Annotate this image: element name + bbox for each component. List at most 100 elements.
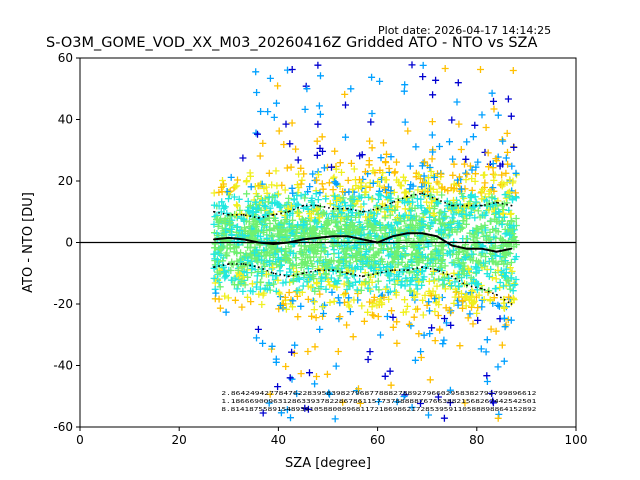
scatter-point — [253, 226, 261, 234]
scatter-point — [304, 265, 312, 273]
scatter-point — [374, 277, 382, 285]
scatter-point — [352, 182, 360, 190]
scatter-point — [451, 278, 459, 286]
scatter-point — [307, 257, 315, 265]
scatter-point — [468, 186, 476, 194]
scatter-point — [418, 162, 426, 170]
scatter-point — [228, 231, 236, 238]
scatter-point — [287, 202, 295, 210]
lower-point — [317, 269, 319, 272]
scatter-point — [508, 238, 515, 246]
scatter-point — [270, 113, 278, 121]
scatter-point — [467, 274, 475, 282]
scatter-point — [377, 267, 385, 274]
scatter-point — [314, 61, 322, 69]
scatter-point — [365, 216, 373, 224]
scatter-point — [447, 321, 455, 329]
scatter-point — [396, 214, 404, 222]
scatter-point — [262, 211, 270, 218]
scatter-point — [468, 294, 476, 301]
scatter-point — [384, 245, 392, 253]
scatter-point — [468, 166, 476, 174]
scatter-point — [343, 268, 351, 276]
scatter-point — [303, 278, 311, 286]
scatter-point — [464, 246, 472, 254]
scatter-point — [443, 249, 451, 257]
scatter-point — [238, 303, 246, 311]
scatter-point — [494, 111, 502, 119]
scatter-point — [402, 189, 410, 197]
scatter-point — [261, 203, 269, 211]
scatter-point — [355, 192, 363, 200]
scatter-point — [307, 197, 315, 205]
scatter-point — [257, 108, 265, 115]
scatter-point — [304, 205, 312, 213]
scatter-point — [413, 267, 421, 275]
scatter-point — [304, 348, 312, 355]
median-point — [495, 250, 498, 253]
scatter-point — [446, 138, 453, 146]
scatter-point — [221, 203, 229, 211]
scatter-point — [315, 285, 323, 293]
scatter-point — [410, 237, 418, 245]
scatter-point — [498, 221, 506, 228]
scatter-point — [427, 292, 435, 300]
scatter-point — [314, 120, 322, 128]
scatter-point — [469, 300, 476, 308]
scatter-point — [438, 191, 446, 199]
scatter-point — [410, 244, 418, 252]
scatter-point — [446, 224, 454, 232]
scatter-point — [339, 194, 347, 202]
upper-series — [213, 192, 513, 219]
scatter-point — [281, 254, 289, 262]
scatter-point — [385, 272, 393, 280]
scatter-point — [355, 385, 362, 393]
scatter-point — [485, 163, 493, 171]
scatter-point — [276, 204, 284, 211]
scatter-point — [259, 197, 266, 204]
scatter-point — [258, 269, 266, 277]
x-tick-label: 100 — [565, 433, 588, 447]
scatter-point — [252, 283, 260, 291]
scatter-point — [254, 205, 262, 213]
scatter-point — [414, 305, 421, 313]
scatter-point — [306, 217, 314, 225]
upper-point — [332, 207, 334, 210]
scatter-point — [436, 263, 444, 271]
scatter-point — [341, 90, 349, 98]
scatter-point — [486, 218, 494, 225]
scatter-point — [478, 195, 486, 203]
scatter-point — [347, 85, 355, 93]
scatter-point — [308, 225, 316, 233]
scatter-point — [419, 61, 427, 69]
scatter-point — [262, 270, 270, 278]
scatter-point — [463, 281, 471, 289]
scatter-point — [275, 127, 283, 135]
scatter-point — [282, 363, 290, 370]
scatter-point — [239, 273, 247, 281]
scatter-point — [332, 165, 340, 173]
scatter-point — [501, 323, 509, 331]
scatter-point — [438, 183, 446, 191]
scatter-point — [507, 112, 515, 120]
scatter-point — [247, 183, 255, 191]
scatter-point — [439, 256, 447, 264]
count-row: 8.81418755891548939105880089681172186986… — [221, 407, 536, 413]
scatter-point — [218, 188, 226, 196]
scatter-point — [426, 164, 434, 171]
scatter-point — [400, 87, 408, 95]
scatter-point — [266, 390, 274, 398]
scatter-point — [428, 155, 436, 163]
scatter-point — [441, 262, 449, 270]
median-point — [361, 238, 364, 241]
scatter-point — [428, 324, 436, 332]
scatter-point — [457, 146, 465, 153]
scatter-point — [509, 67, 517, 74]
scatter-point — [369, 167, 377, 175]
scatter-point — [297, 370, 305, 378]
lower-point — [242, 263, 245, 265]
lower-point — [421, 266, 424, 268]
scatter-point — [300, 220, 308, 228]
scatter-point — [411, 228, 419, 236]
scatter-point — [306, 369, 313, 377]
